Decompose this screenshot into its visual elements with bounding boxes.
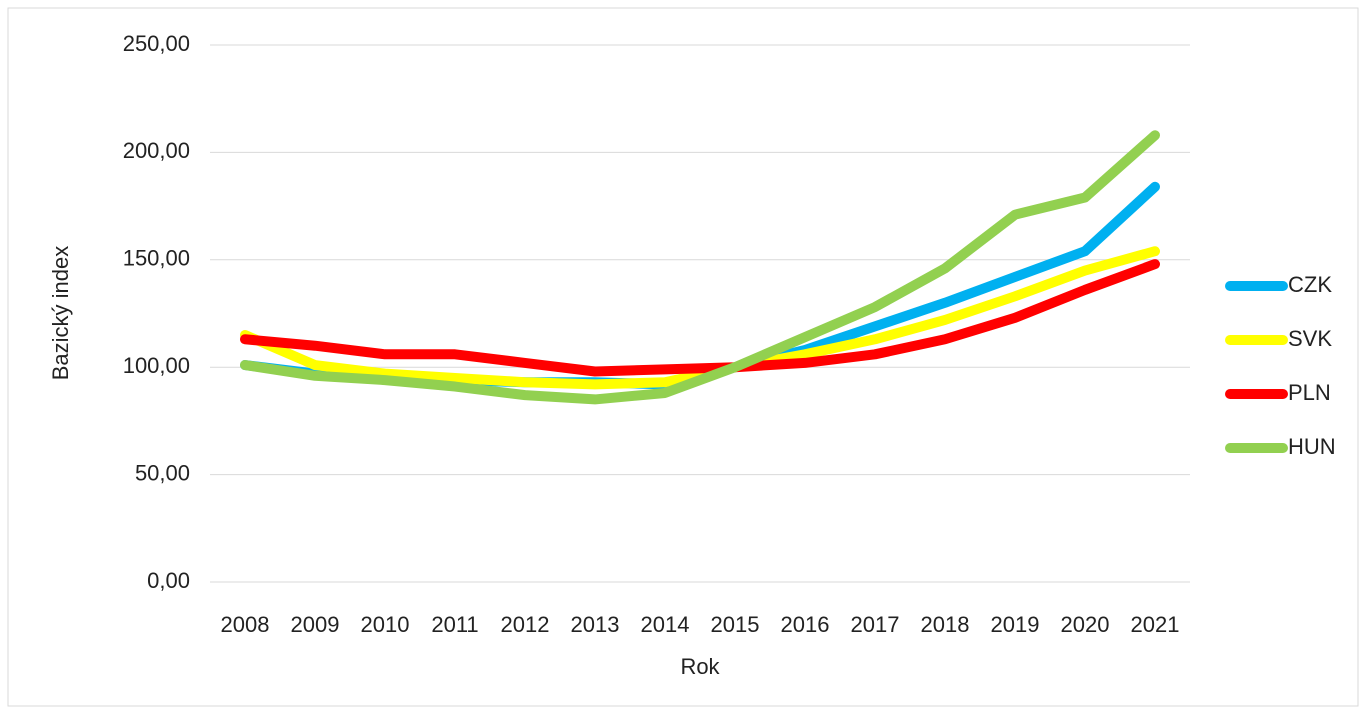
x-tick-label: 2008 (221, 612, 270, 637)
x-tick-label: 2016 (781, 612, 830, 637)
y-tick-label: 0,00 (147, 568, 190, 593)
x-tick-label: 2020 (1061, 612, 1110, 637)
x-tick-label: 2012 (501, 612, 550, 637)
x-tick-label: 2013 (571, 612, 620, 637)
y-tick-label: 200,00 (123, 138, 190, 163)
x-tick-label: 2017 (851, 612, 900, 637)
x-tick-label: 2019 (991, 612, 1040, 637)
x-tick-label: 2011 (431, 612, 478, 637)
x-tick-label: 2015 (711, 612, 760, 637)
x-tick-label: 2009 (291, 612, 340, 637)
y-tick-label: 250,00 (123, 31, 190, 56)
y-tick-label: 150,00 (123, 246, 190, 271)
series-line (240, 259, 1160, 377)
legend-label: HUN (1288, 434, 1336, 459)
y-tick-label: 50,00 (135, 460, 190, 485)
legend-label: CZK (1288, 272, 1332, 297)
y-tick-label: 100,00 (123, 353, 190, 378)
legend-label: SVK (1288, 326, 1332, 351)
series-line (240, 130, 1160, 405)
series-line (240, 246, 1160, 390)
y-axis-label: Bazický index (48, 246, 73, 381)
x-tick-label: 2010 (361, 612, 410, 637)
x-tick-label: 2018 (921, 612, 970, 637)
x-tick-label: 2014 (641, 612, 690, 637)
x-axis-label: Rok (680, 654, 720, 679)
legend-label: PLN (1288, 380, 1331, 405)
chart-border (7, 7, 1359, 707)
x-tick-label: 2021 (1131, 612, 1180, 637)
